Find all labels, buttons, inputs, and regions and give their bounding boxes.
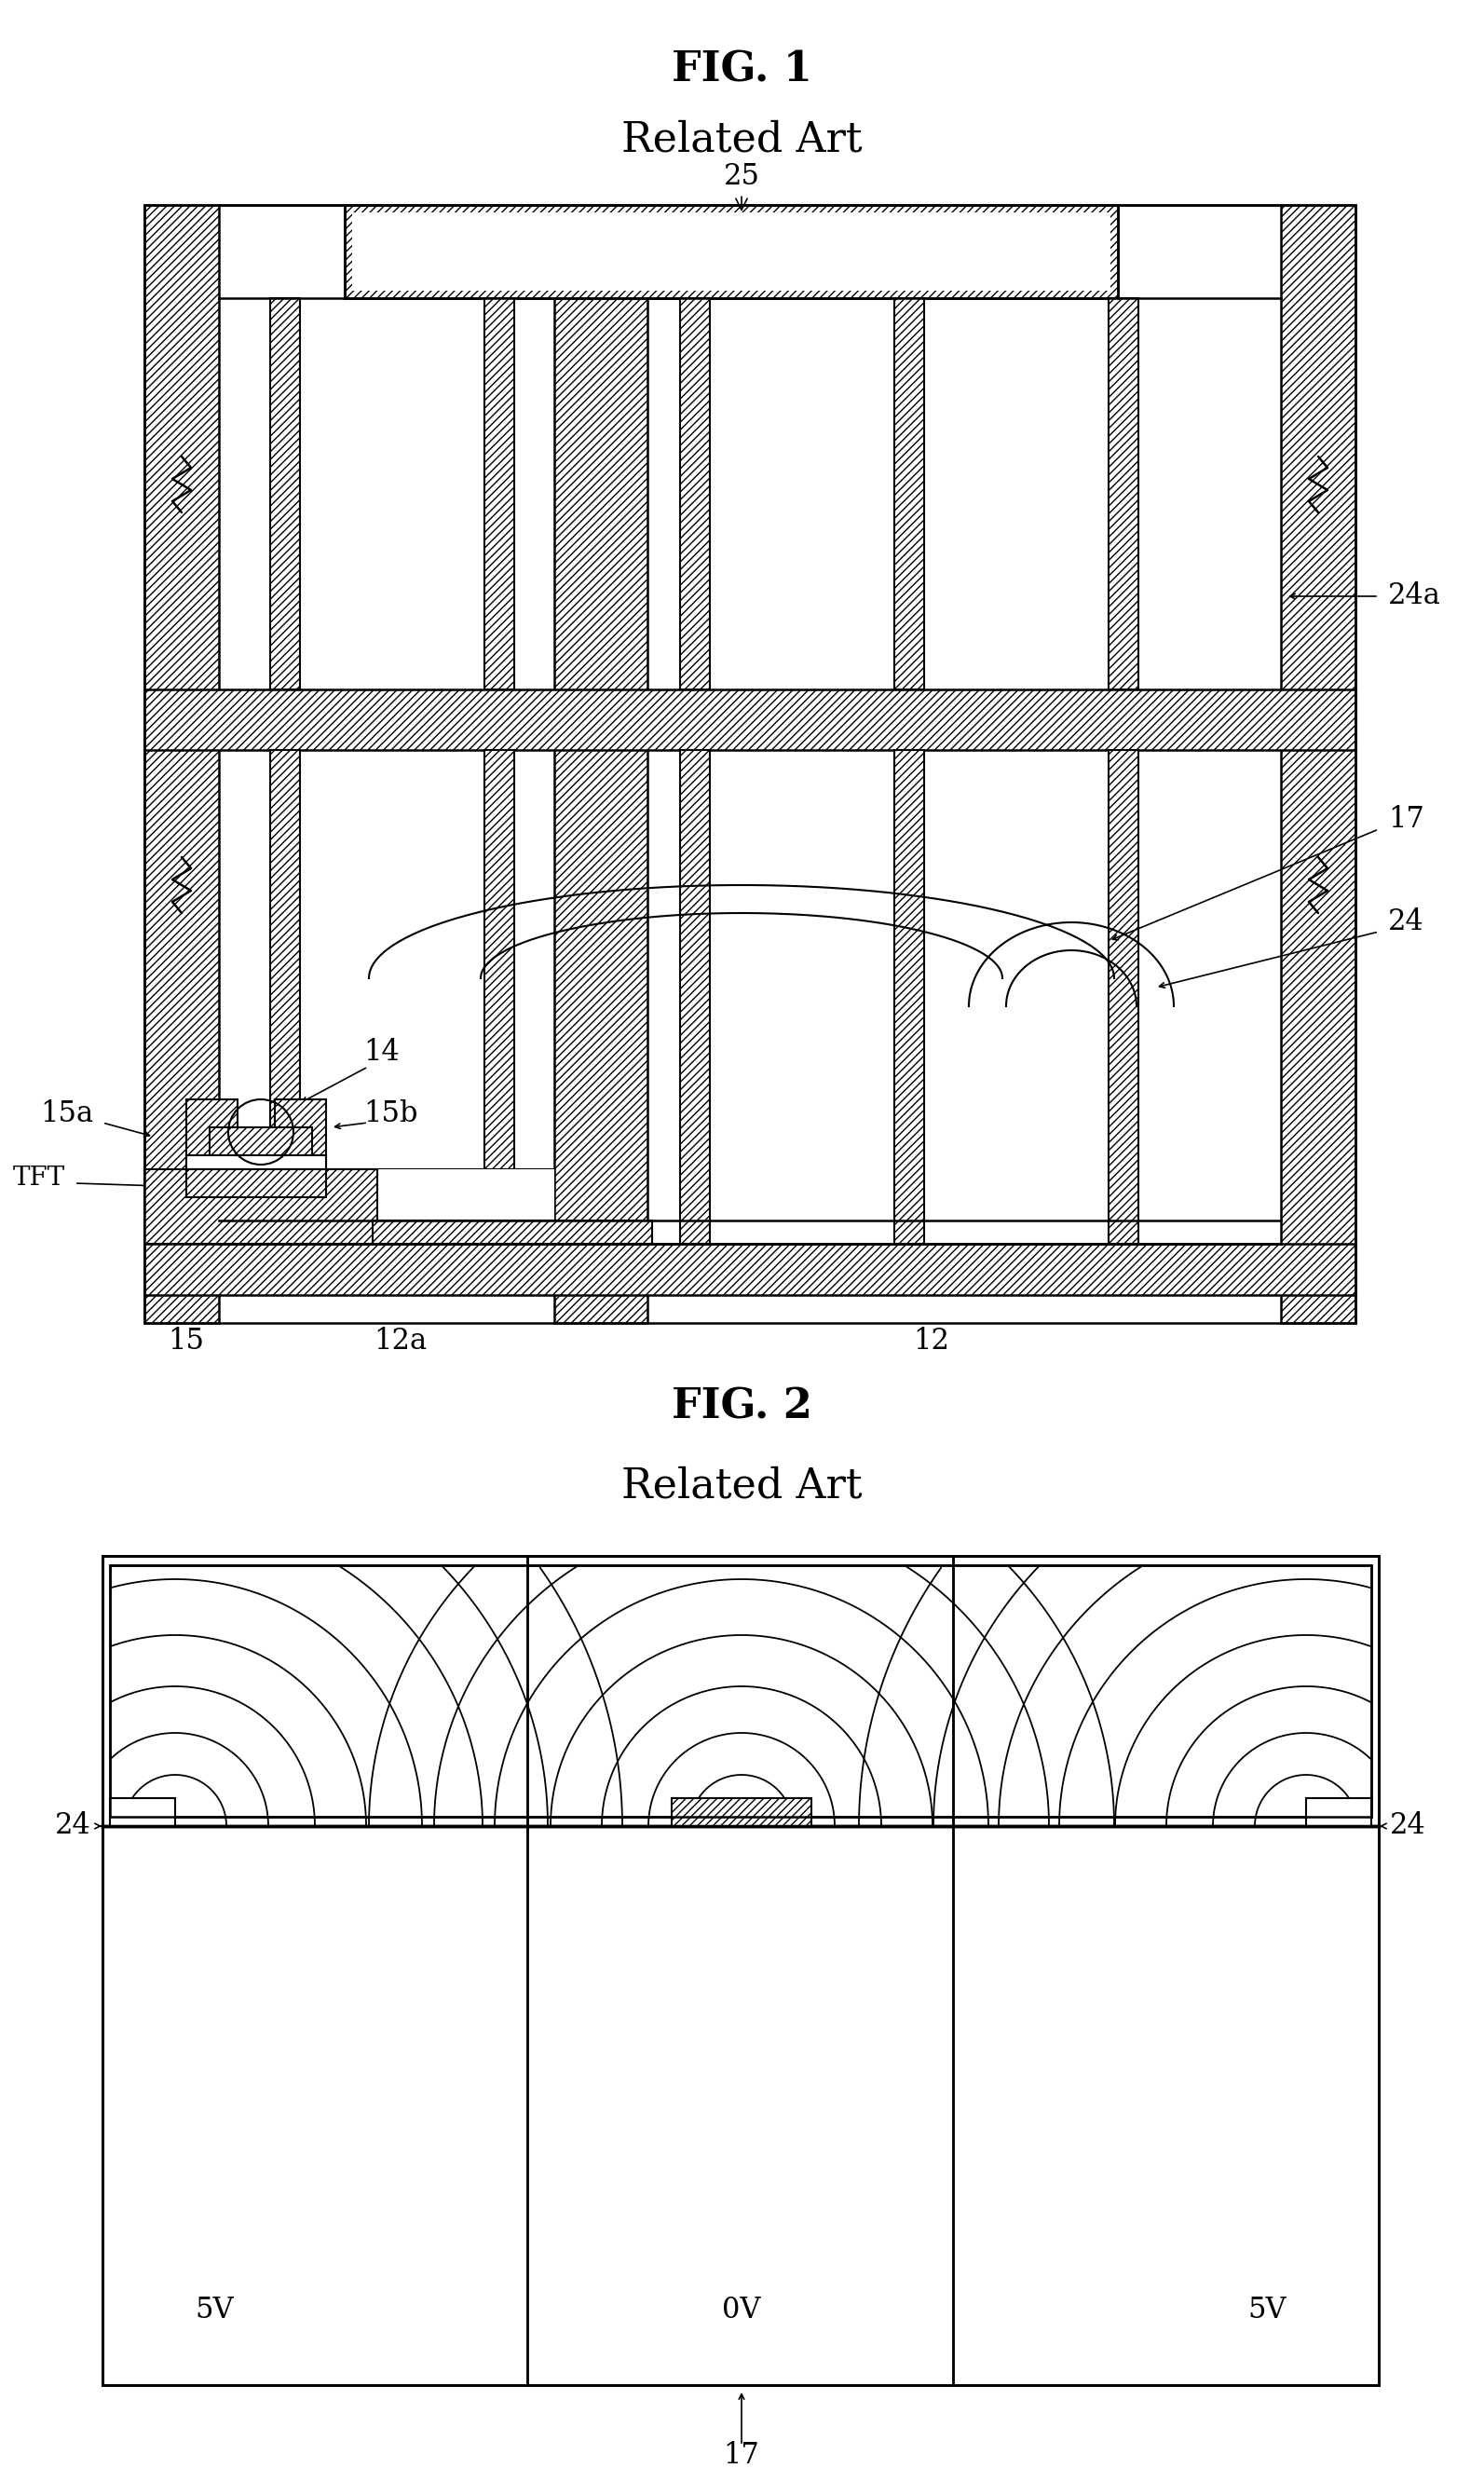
- Bar: [1109, 750, 1138, 1244]
- Bar: [270, 750, 300, 1244]
- Text: Related Art: Related Art: [622, 118, 862, 160]
- Bar: [1306, 1799, 1371, 1826]
- Bar: [270, 299, 300, 689]
- Text: 25: 25: [723, 163, 760, 210]
- Text: 14: 14: [364, 1039, 399, 1066]
- Bar: [144, 205, 220, 1323]
- Bar: [1109, 299, 1138, 689]
- Text: 24: 24: [1391, 1812, 1426, 1841]
- Text: 5V: 5V: [194, 2295, 233, 2325]
- Bar: [144, 1244, 1355, 1296]
- Bar: [1281, 205, 1355, 1323]
- Text: 15a: 15a: [40, 1098, 93, 1128]
- Bar: [484, 750, 515, 1244]
- Bar: [680, 299, 709, 689]
- Bar: [895, 299, 925, 689]
- Bar: [220, 205, 555, 750]
- Text: Related Art: Related Art: [622, 1466, 862, 1505]
- Text: FIG. 1: FIG. 1: [671, 49, 812, 89]
- Bar: [110, 1565, 1371, 1816]
- Text: 0V: 0V: [723, 2295, 761, 2325]
- Text: 15: 15: [168, 1328, 205, 1355]
- Bar: [680, 750, 709, 1244]
- Bar: [275, 1098, 326, 1170]
- Text: 15b: 15b: [364, 1098, 418, 1128]
- Bar: [102, 1555, 1379, 2384]
- Text: 12a: 12a: [374, 1328, 427, 1355]
- Bar: [344, 205, 1117, 299]
- Bar: [372, 1222, 651, 1244]
- Text: TFT: TFT: [13, 1165, 65, 1192]
- Text: 24a: 24a: [1388, 582, 1441, 610]
- Bar: [144, 205, 1355, 1323]
- Bar: [144, 1170, 377, 1244]
- Bar: [344, 205, 1117, 299]
- Bar: [352, 212, 1110, 291]
- Bar: [102, 1555, 1379, 2384]
- Text: 17: 17: [1388, 805, 1425, 834]
- Bar: [110, 1799, 175, 1826]
- Bar: [647, 205, 1281, 750]
- Text: FIG. 2: FIG. 2: [671, 1387, 812, 1427]
- Bar: [209, 1128, 312, 1155]
- Text: 5V: 5V: [1248, 2295, 1287, 2325]
- Bar: [555, 294, 647, 1323]
- Bar: [187, 1098, 237, 1170]
- Bar: [344, 205, 1117, 299]
- Bar: [672, 1799, 812, 1826]
- Bar: [895, 750, 925, 1244]
- Text: 24: 24: [55, 1812, 92, 1841]
- Text: 24: 24: [1388, 908, 1425, 938]
- Text: 17: 17: [723, 2441, 760, 2468]
- Bar: [220, 1170, 555, 1244]
- Text: 12: 12: [914, 1328, 950, 1355]
- Bar: [220, 1170, 555, 1244]
- Bar: [187, 1155, 326, 1170]
- Bar: [144, 689, 1355, 750]
- Bar: [110, 1565, 1371, 1816]
- Bar: [187, 1170, 326, 1197]
- Bar: [484, 299, 515, 689]
